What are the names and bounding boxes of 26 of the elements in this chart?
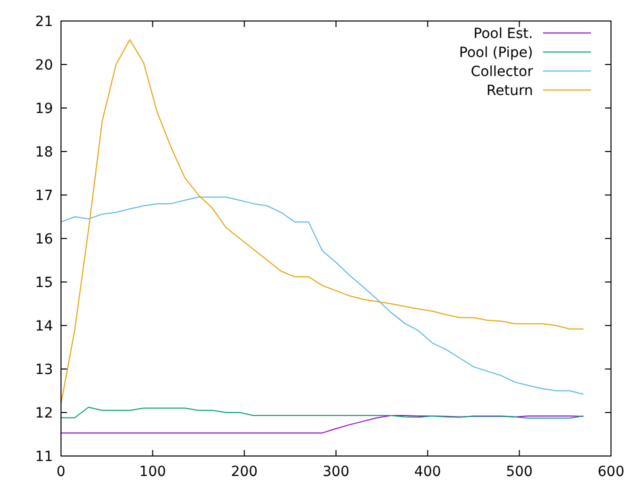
line-series [60,39,584,404]
y-tick-label: 11 [35,449,53,465]
x-tick-label: 500 [506,464,533,480]
y-tick-label: 12 [35,406,53,422]
x-tick-label: 400 [414,464,442,480]
y-tick-label: 15 [35,275,53,291]
x-tick-label: 300 [322,464,350,480]
y-tick-label: 20 [35,58,53,74]
y-tick-label: 13 [35,362,53,378]
line-series [60,406,584,419]
x-tick-label: 200 [230,464,258,480]
x-tick-label: 100 [139,464,166,480]
legend-label: Pool Est. [474,26,533,42]
y-tick-label: 19 [35,101,53,117]
y-tick-label: 14 [35,318,54,334]
legend-label: Pool (Pipe) [459,45,533,61]
y-tick-label: 18 [35,144,53,160]
line-series [60,415,584,434]
line-series [60,196,584,395]
legend-label: Collector [470,64,534,80]
x-tick-label: 0 [56,464,66,480]
y-tick-label: 17 [35,188,53,204]
y-tick-label: 16 [35,232,54,248]
x-tick-label: 600 [598,464,624,480]
legend-label: Return [486,83,533,99]
y-tick-label: 21 [35,14,53,30]
